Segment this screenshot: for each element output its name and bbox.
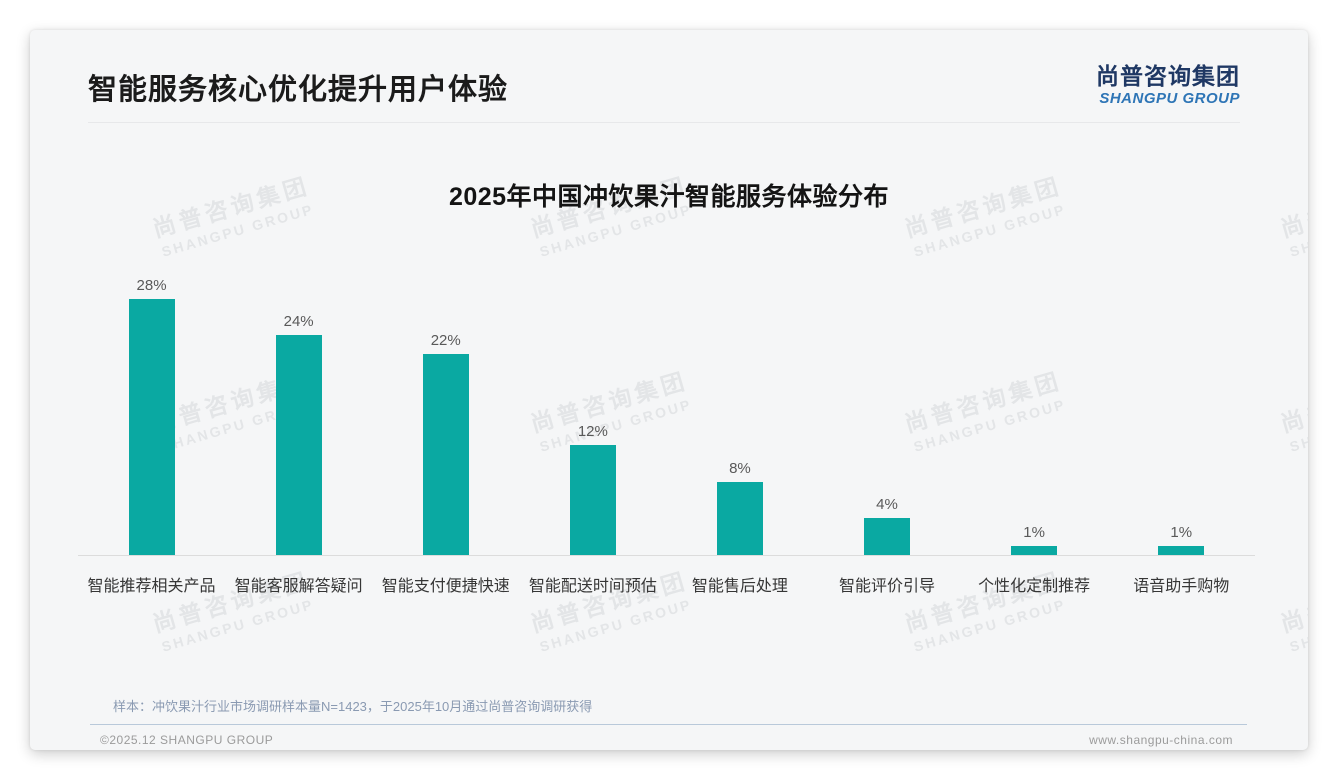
bar-column: 12% xyxy=(519,423,666,555)
category-label: 智能评价引导 xyxy=(839,577,936,595)
bar-column: 8% xyxy=(666,460,813,555)
bar-value-label: 1% xyxy=(1023,523,1045,541)
category-label: 个性化定制推荐 xyxy=(978,577,1091,595)
category-label: 智能售后处理 xyxy=(691,577,788,595)
bar-value-label: 28% xyxy=(136,276,167,294)
bar-value-label: 24% xyxy=(283,312,314,330)
page-title: 智能服务核心优化提升用户体验 xyxy=(88,73,509,106)
bar-1[interactable] xyxy=(128,298,175,555)
category-label: 智能推荐相关产品 xyxy=(87,577,216,595)
bar-6[interactable] xyxy=(864,517,911,555)
bar-5[interactable] xyxy=(716,481,763,555)
bar-column: 1% xyxy=(961,524,1108,555)
header-divider xyxy=(88,121,1240,123)
slide-card: 尚普咨询集团 SHANGPU GROUP 尚普咨询集团 SHANGPU GROUP 尚普… xyxy=(30,30,1308,750)
category-label: 智能客服解答疑问 xyxy=(234,577,363,595)
category-label: 智能支付便捷快速 xyxy=(381,577,510,595)
bar-chart: 28% 24% 22% 12% 8% 4% 1% 1% 智能推荐相关产品 智能客服解答疑问 智能支… xyxy=(78,275,1255,596)
footer-divider xyxy=(90,723,1247,725)
chart-category-axis: 智能推荐相关产品 智能客服解答疑问 智能支付便捷快速 智能配送时间预估 智能售后处理 智能… xyxy=(78,556,1255,596)
footer: ©2025.12 SHANGPU GROUP www.shangpu-china… xyxy=(30,725,1308,747)
category-label: 智能配送时间预估 xyxy=(528,577,657,595)
sample-note: 样本：冲饮果汁行业市场调研样本量N=1423，于2025年10月通过尚普咨询调研… xyxy=(113,698,593,714)
bar-column: 28% xyxy=(78,277,225,555)
bar-3[interactable] xyxy=(422,353,469,555)
brand-logo-en: SHANGPU GROUP xyxy=(1099,90,1240,108)
bar-value-label: 4% xyxy=(876,495,898,513)
bar-column: 4% xyxy=(813,496,960,555)
brand-logo: 尚普咨询集团 SHANGPU GROUP xyxy=(1096,63,1240,108)
bar-value-label: 12% xyxy=(577,422,608,440)
chart-title: 2025年中国冲饮果汁智能服务体验分布 xyxy=(448,182,890,211)
bar-value-label: 8% xyxy=(729,459,751,477)
category-label: 语音助手购物 xyxy=(1133,577,1230,595)
bar-7[interactable] xyxy=(1011,545,1058,555)
bar-column: 22% xyxy=(372,332,519,555)
bar-4[interactable] xyxy=(569,444,616,555)
bar-value-label: 22% xyxy=(430,331,461,349)
bar-value-label: 1% xyxy=(1170,523,1193,541)
bar-8[interactable] xyxy=(1158,545,1205,555)
chart-plot-area: 28% 24% 22% 12% 8% 4% 1% 1% xyxy=(78,275,1255,556)
header: 智能服务核心优化提升用户体验 尚普咨询集团 SHANGPU GROUP xyxy=(30,30,1308,122)
website-text: www.shangpu-china.com xyxy=(1089,732,1233,747)
bar-2[interactable] xyxy=(275,334,322,555)
brand-logo-cn: 尚普咨询集团 xyxy=(1096,63,1240,89)
copyright-text: ©2025.12 SHANGPU GROUP xyxy=(100,732,274,747)
bar-column: 1% xyxy=(1108,524,1255,555)
bar-column: 24% xyxy=(225,313,372,555)
